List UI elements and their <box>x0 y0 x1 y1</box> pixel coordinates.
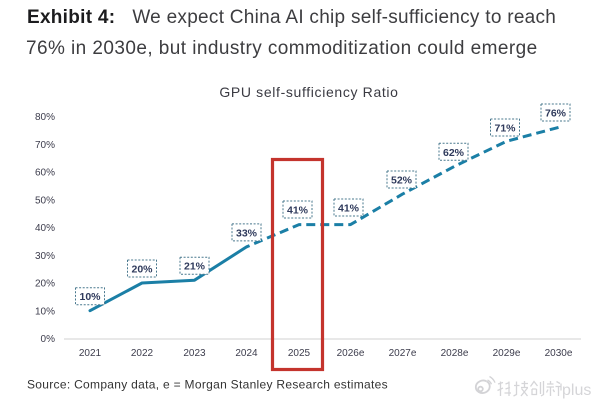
svg-text:plus: plus <box>562 382 591 399</box>
svg-text:2023: 2023 <box>183 348 206 359</box>
svg-text:80%: 80% <box>35 112 55 123</box>
svg-text:10%: 10% <box>79 291 101 303</box>
svg-text:70%: 70% <box>35 140 55 151</box>
svg-text:2021: 2021 <box>79 348 102 359</box>
svg-text:71%: 71% <box>494 123 516 135</box>
svg-text:20%: 20% <box>131 264 153 276</box>
svg-text:60%: 60% <box>35 168 55 179</box>
svg-text:62%: 62% <box>443 147 465 159</box>
svg-text:41%: 41% <box>287 205 309 217</box>
svg-text:76%: 76% <box>545 108 567 120</box>
svg-text:10%: 10% <box>35 306 55 317</box>
svg-text:Source: Company data, e = Morg: Source: Company data, e = Morgan Stanley… <box>27 378 388 392</box>
svg-text:52%: 52% <box>391 175 413 187</box>
svg-text:2030e: 2030e <box>545 348 573 359</box>
svg-text:2029e: 2029e <box>493 348 521 359</box>
svg-text:2027e: 2027e <box>389 348 417 359</box>
svg-text:21%: 21% <box>184 261 206 273</box>
svg-text:2022: 2022 <box>131 348 154 359</box>
svg-text:2026e: 2026e <box>337 348 365 359</box>
svg-text:41%: 41% <box>338 203 360 215</box>
svg-text:50%: 50% <box>35 195 55 206</box>
svg-text:GPU self-sufficiency Ratio: GPU self-sufficiency Ratio <box>219 84 398 100</box>
svg-text:0%: 0% <box>41 334 56 345</box>
svg-text:33%: 33% <box>236 227 258 239</box>
svg-text:2025: 2025 <box>288 348 311 359</box>
svg-text:20%: 20% <box>35 279 55 290</box>
svg-text:40%: 40% <box>35 223 55 234</box>
svg-text:30%: 30% <box>35 251 55 262</box>
svg-text:2024: 2024 <box>235 348 258 359</box>
svg-text:2028e: 2028e <box>441 348 469 359</box>
